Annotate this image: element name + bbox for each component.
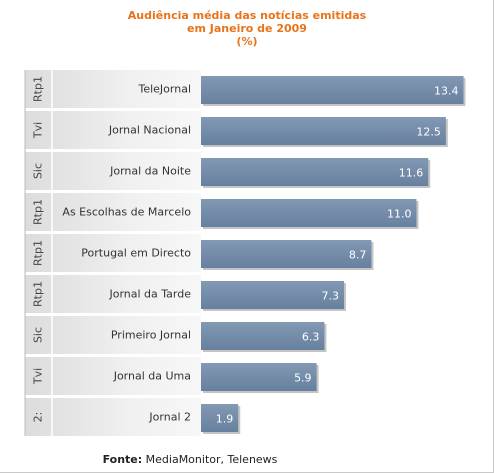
group-label: Rtp1: [32, 281, 45, 307]
bar-value-label: 13.4: [434, 85, 459, 98]
category-label: Portugal em Directo: [81, 247, 191, 260]
group-label: Rtp1: [32, 240, 45, 266]
group-label: Rtp1: [32, 199, 45, 225]
group-label: Sic: [32, 163, 45, 179]
row-band: [25, 275, 201, 313]
bar: [201, 404, 239, 432]
source-text: MediaMonitor, Telenews: [142, 453, 278, 466]
row-band: [25, 316, 201, 354]
bar-value-label: 11.6: [399, 167, 424, 180]
group-label: 2:: [32, 412, 45, 423]
group-label: Tvi: [32, 368, 45, 385]
row-band: [25, 357, 201, 395]
bar-value-label: 8.7: [349, 249, 367, 262]
group-label: Sic: [32, 327, 45, 343]
bar: [201, 281, 344, 309]
row-band: [25, 152, 201, 190]
chart-title-line-3: (%): [236, 35, 258, 48]
group-label: Tvi: [32, 122, 45, 139]
bar: [201, 363, 317, 391]
row-band: [25, 234, 201, 272]
row-band: [25, 193, 201, 231]
category-label: Jornal da Uma: [113, 370, 191, 383]
chart-title-line-1: Audiência média das notícias emitidas: [127, 9, 367, 22]
category-label: Jornal da Tarde: [108, 288, 191, 301]
bar: [201, 322, 325, 350]
category-label: Primeiro Jornal: [111, 329, 191, 342]
category-label: Jornal da Noite: [109, 165, 191, 178]
bar-value-label: 5.9: [294, 372, 312, 385]
bar-value-label: 7.3: [322, 290, 340, 303]
bar: [201, 117, 446, 145]
group-label: Rtp1: [32, 76, 45, 102]
category-label: Jornal 2: [148, 411, 191, 424]
row-band: [25, 398, 201, 436]
bar-value-label: 11.0: [387, 208, 412, 221]
chart-title-line-2: em Janeiro de 2009: [187, 22, 307, 35]
category-label: As Escolhas de Marcelo: [62, 206, 191, 219]
row-band: [25, 111, 201, 149]
bar-value-label: 6.3: [302, 331, 320, 344]
source-note: Fonte: MediaMonitor, Telenews: [0, 453, 380, 466]
category-label: Jornal Nacional: [108, 124, 191, 137]
chart-title: Audiência média das notícias emitidas em…: [0, 9, 494, 48]
bar: [201, 158, 429, 186]
source-label: Fonte:: [102, 453, 143, 466]
bar-value-label: 1.9: [216, 413, 234, 426]
row-band: [25, 70, 201, 108]
bar: [201, 199, 417, 227]
bar-value-label: 12.5: [416, 126, 441, 139]
bar: [201, 76, 464, 104]
bar: [201, 240, 372, 268]
category-label: TeleJornal: [137, 83, 191, 96]
